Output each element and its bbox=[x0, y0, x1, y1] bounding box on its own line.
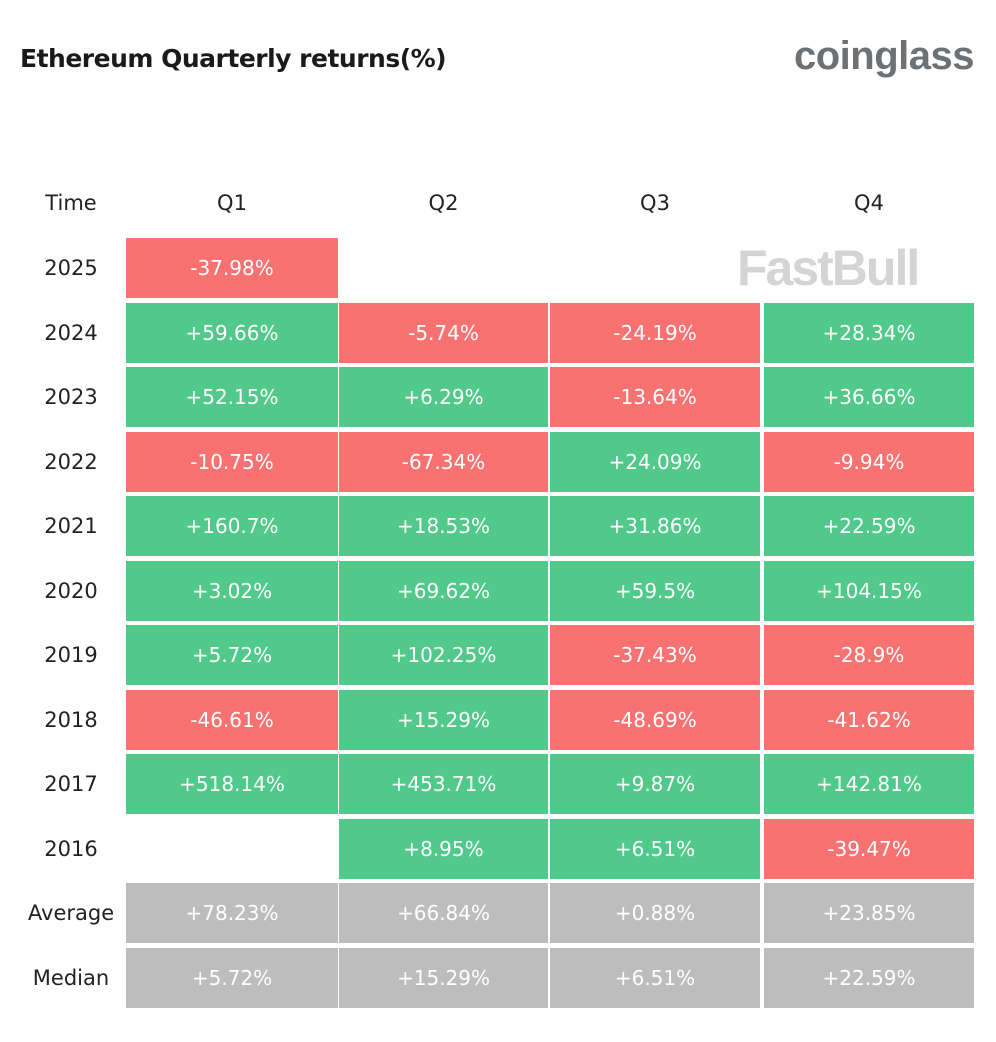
row-label: 2016 bbox=[44, 837, 98, 861]
row-label: 2023 bbox=[44, 385, 98, 409]
row-label: 2025 bbox=[44, 256, 98, 280]
return-cell-2018-q4: -41.62% bbox=[764, 690, 974, 750]
return-cell-average-q2: +66.84% bbox=[339, 883, 548, 943]
header-q4: Q4 bbox=[854, 191, 884, 215]
header-q2: Q2 bbox=[428, 191, 459, 215]
return-cell-2017-q2: +453.71% bbox=[339, 754, 548, 814]
return-cell-2024-q3: -24.19% bbox=[550, 303, 760, 363]
return-cell-median-q4: +22.59% bbox=[764, 948, 974, 1008]
return-cell-2023-q2: +6.29% bbox=[339, 367, 548, 427]
fastbull-watermark: FastBull bbox=[737, 240, 920, 296]
header-q3: Q3 bbox=[640, 191, 670, 215]
return-cell-2023-q3: -13.64% bbox=[550, 367, 760, 427]
return-cell-2024-q2: -5.74% bbox=[339, 303, 548, 363]
return-cell-2016-q3: +6.51% bbox=[550, 819, 760, 879]
return-cell-2019-q1: +5.72% bbox=[126, 625, 338, 685]
return-cell-2016-q2: +8.95% bbox=[339, 819, 548, 879]
return-cell-median-q3: +6.51% bbox=[550, 948, 760, 1008]
return-cell-2017-q1: +518.14% bbox=[126, 754, 338, 814]
return-cell-2020-q4: +104.15% bbox=[764, 561, 974, 621]
return-cell-average-q3: +0.88% bbox=[550, 883, 760, 943]
header-q1: Q1 bbox=[217, 191, 247, 215]
return-cell-2016-q4: -39.47% bbox=[764, 819, 974, 879]
return-cell-2022-q4: -9.94% bbox=[764, 432, 974, 492]
coinglass-logo: coinglass bbox=[793, 34, 975, 78]
header-time: Time bbox=[45, 191, 97, 215]
return-cell-average-q1: +78.23% bbox=[126, 883, 338, 943]
row-label: 2018 bbox=[44, 708, 98, 732]
return-cell-2018-q1: -46.61% bbox=[126, 690, 338, 750]
row-label: 2024 bbox=[44, 321, 98, 345]
return-cell-2020-q3: +59.5% bbox=[550, 561, 760, 621]
return-cell-2017-q4: +142.81% bbox=[764, 754, 974, 814]
return-cell-2017-q3: +9.87% bbox=[550, 754, 760, 814]
return-cell-2018-q2: +15.29% bbox=[339, 690, 548, 750]
row-label: 2020 bbox=[44, 579, 98, 603]
return-cell-2021-q4: +22.59% bbox=[764, 496, 974, 556]
row-label: 2021 bbox=[44, 514, 98, 538]
return-cell-2022-q2: -67.34% bbox=[339, 432, 548, 492]
return-cell-2023-q4: +36.66% bbox=[764, 367, 974, 427]
return-cell-2024-q1: +59.66% bbox=[126, 303, 338, 363]
return-cell-2023-q1: +52.15% bbox=[126, 367, 338, 427]
row-label: 2019 bbox=[44, 643, 98, 667]
return-cell-2019-q3: -37.43% bbox=[550, 625, 760, 685]
return-cell-2021-q3: +31.86% bbox=[550, 496, 760, 556]
row-label: 2017 bbox=[44, 772, 98, 796]
row-label: Average bbox=[27, 901, 115, 925]
return-cell-2022-q3: +24.09% bbox=[550, 432, 760, 492]
return-cell-median-q1: +5.72% bbox=[126, 948, 338, 1008]
return-cell-average-q4: +23.85% bbox=[764, 883, 974, 943]
return-cell-2018-q3: -48.69% bbox=[550, 690, 760, 750]
return-cell-2019-q4: -28.9% bbox=[764, 625, 974, 685]
chart-title: Ethereum Quarterly returns(%) bbox=[20, 44, 447, 73]
return-cell-2020-q2: +69.62% bbox=[339, 561, 548, 621]
return-cell-2019-q2: +102.25% bbox=[339, 625, 548, 685]
return-cell-2021-q2: +18.53% bbox=[339, 496, 548, 556]
return-cell-2021-q1: +160.7% bbox=[126, 496, 338, 556]
return-cell-2020-q1: +3.02% bbox=[126, 561, 338, 621]
return-cell-2022-q1: -10.75% bbox=[126, 432, 338, 492]
return-cell-2025-q1: -37.98% bbox=[126, 238, 338, 298]
row-label: 2022 bbox=[44, 450, 98, 474]
return-cell-median-q2: +15.29% bbox=[339, 948, 548, 1008]
return-cell-2024-q4: +28.34% bbox=[764, 303, 974, 363]
row-label: Median bbox=[32, 966, 110, 990]
